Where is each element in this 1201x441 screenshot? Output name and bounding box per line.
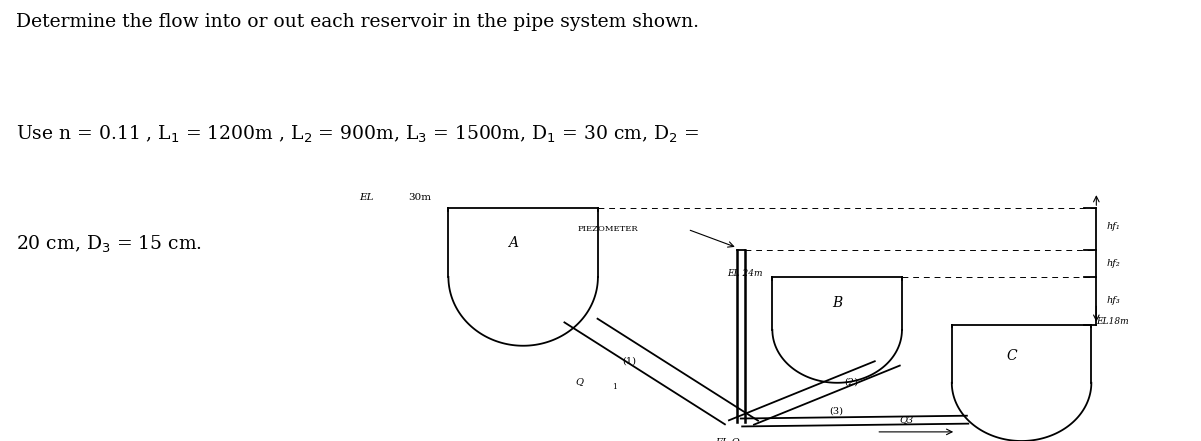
Text: EL18m: EL18m	[1097, 317, 1129, 326]
Text: 1: 1	[613, 383, 617, 391]
Text: 20 cm, D$_3$ = 15 cm.: 20 cm, D$_3$ = 15 cm.	[16, 234, 202, 255]
Text: B: B	[832, 296, 842, 310]
Text: (1): (1)	[622, 356, 637, 365]
Text: hf₁: hf₁	[1106, 222, 1121, 231]
Text: Q3: Q3	[900, 415, 913, 424]
Text: Q: Q	[575, 377, 584, 386]
Text: A: A	[508, 235, 518, 250]
Text: hf₂: hf₂	[1106, 259, 1121, 268]
Text: hf₃: hf₃	[1106, 296, 1121, 305]
Text: (3): (3)	[830, 406, 843, 415]
Text: Determine the flow into or out each reservoir in the pipe system shown.: Determine the flow into or out each rese…	[16, 13, 699, 31]
Text: (2): (2)	[844, 377, 859, 387]
Text: 30m: 30m	[408, 193, 431, 202]
Text: Use n = 0.11 , L$_1$ = 1200m , L$_2$ = 900m, L$_3$ = 1500m, D$_1$ = 30 cm, D$_2$: Use n = 0.11 , L$_1$ = 1200m , L$_2$ = 9…	[16, 123, 699, 145]
Text: EL O: EL O	[715, 438, 740, 441]
Text: C: C	[1006, 349, 1017, 363]
Text: EL 24m: EL 24m	[727, 269, 763, 278]
Text: EL: EL	[359, 193, 374, 202]
Text: PIEZOMETER: PIEZOMETER	[578, 225, 639, 233]
